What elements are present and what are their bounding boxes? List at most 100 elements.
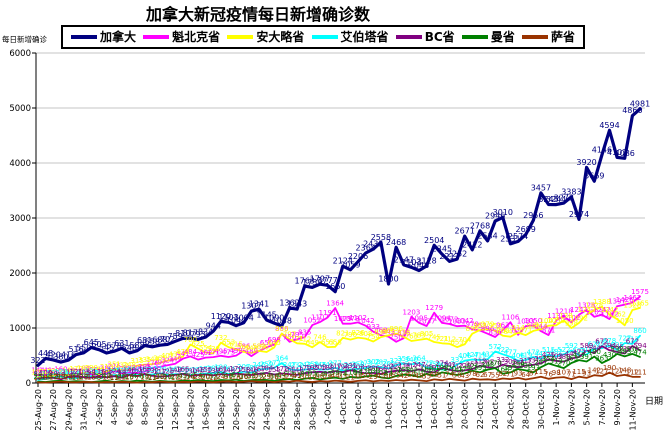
legend-line-swatch: [143, 35, 170, 39]
data-label-5: 391: [580, 353, 593, 361]
data-label-4: 472: [572, 349, 585, 357]
data-label-0: 2345: [432, 245, 452, 254]
data-label-1: 156: [85, 366, 99, 374]
data-label-6: 15: [125, 374, 134, 382]
data-label-3: 120: [54, 368, 67, 376]
data-label-0: 2768: [470, 221, 490, 230]
data-label-0: 548: [122, 343, 137, 352]
data-label-2: 105: [31, 369, 44, 377]
data-label-4: 146: [245, 367, 259, 375]
data-label-1: 425: [191, 351, 204, 359]
data-label-1: 349: [169, 355, 182, 363]
data-label-0: 545: [99, 344, 114, 353]
data-label-6: 31: [224, 373, 233, 381]
data-label-2: 315: [130, 357, 143, 365]
x-tick-label: 14-Oct-20: [415, 389, 424, 429]
data-label-5: 168: [420, 365, 433, 373]
data-label-2: 583: [252, 342, 265, 350]
data-label-1: 1052: [303, 317, 321, 325]
data-label-2: 700: [184, 336, 197, 344]
data-label-0: 2574: [508, 232, 528, 241]
data-label-1: 582: [252, 343, 265, 351]
data-label-1: 1426: [616, 296, 634, 304]
data-label-0: 3245: [538, 195, 558, 204]
y-tick-label: 2000: [9, 269, 31, 279]
data-label-6: 20: [201, 373, 210, 381]
data-label-5: 132: [428, 367, 441, 375]
x-tick-label: 24-Oct-20: [491, 389, 500, 429]
data-label-0: 2946: [485, 212, 505, 221]
data-label-0: 4146: [592, 146, 612, 155]
data-label-3: 472: [527, 349, 540, 357]
data-label-4: 139: [207, 367, 220, 375]
data-label-4: 132: [146, 367, 159, 375]
data-label-2: 170: [69, 365, 82, 373]
data-label-5: 230: [519, 362, 532, 370]
data-label-5: 313: [550, 357, 563, 365]
data-label-0: 658: [145, 337, 160, 346]
data-label-2: 721: [435, 335, 448, 343]
data-label-6: 127: [595, 368, 608, 376]
data-label-1: 953: [473, 322, 486, 330]
data-label-5: 45: [178, 372, 187, 380]
data-label-5: 48: [224, 372, 233, 380]
data-label-6: 41: [293, 372, 302, 380]
data-label-0: 2059: [340, 260, 360, 269]
data-label-6: 18: [102, 374, 111, 382]
data-label-4: 217: [450, 363, 463, 371]
data-label-2: 805: [420, 330, 433, 338]
data-label-5: 52: [247, 372, 256, 380]
y-tick-label: 3000: [9, 214, 31, 224]
data-label-1: 205: [138, 363, 151, 371]
data-label-4: 148: [222, 366, 235, 374]
data-label-0: 1145: [256, 311, 276, 320]
data-label-4: 403: [550, 352, 563, 360]
data-label-3: 247: [443, 361, 456, 369]
data-label-5: 40: [56, 372, 65, 380]
data-label-3: 111: [77, 368, 90, 376]
data-label-1: 750: [283, 333, 296, 341]
data-label-6: 13: [148, 374, 157, 382]
data-label-6: 14: [64, 374, 73, 382]
data-label-4: 172: [275, 365, 288, 373]
data-label-0: 834: [198, 328, 213, 337]
data-label-1: 160: [54, 366, 67, 374]
data-label-3: 177: [229, 365, 242, 373]
x-tick-label: 2-Sep-20: [95, 389, 104, 425]
data-label-5: 36: [239, 373, 248, 381]
y-tick-label: 4000: [9, 159, 31, 169]
data-label-6: 60: [407, 371, 416, 379]
data-label-4: 203: [420, 363, 433, 371]
data-label-0: 3010: [493, 208, 513, 217]
data-label-1: 877: [511, 326, 524, 334]
data-label-1: 1050: [524, 317, 542, 325]
x-tick-label: 6-Sep-20: [125, 389, 134, 425]
data-label-5: 142: [405, 367, 418, 375]
data-label-3: 515: [542, 346, 555, 354]
data-label-2: 732: [214, 334, 227, 342]
data-label-5: 530: [610, 345, 623, 353]
data-label-5: 27: [171, 373, 180, 381]
data-label-0: 2974: [569, 210, 589, 219]
data-label-6: 11: [110, 374, 119, 382]
data-label-4: 165: [374, 365, 387, 373]
data-label-0: 810: [175, 329, 190, 338]
data-label-6: 7: [135, 374, 139, 382]
data-label-1: 835: [298, 329, 311, 337]
data-label-1: 815: [397, 330, 410, 338]
data-label-6: 55: [392, 372, 401, 380]
data-label-5: 363: [565, 355, 578, 363]
data-label-5: 30: [163, 373, 172, 381]
data-label-6: 10: [72, 374, 81, 382]
data-label-0: 1739: [302, 278, 322, 287]
data-label-5: 474: [633, 348, 647, 356]
data-label-6: 36: [315, 373, 324, 381]
data-label-2: 979: [481, 321, 494, 329]
data-label-3: 207: [237, 363, 250, 371]
data-label-6: 115: [572, 368, 585, 376]
data-label-0: 1090: [264, 314, 284, 323]
data-label-5: 270: [557, 360, 570, 368]
data-label-3: 277: [329, 359, 342, 367]
data-label-1: 869: [374, 327, 387, 335]
